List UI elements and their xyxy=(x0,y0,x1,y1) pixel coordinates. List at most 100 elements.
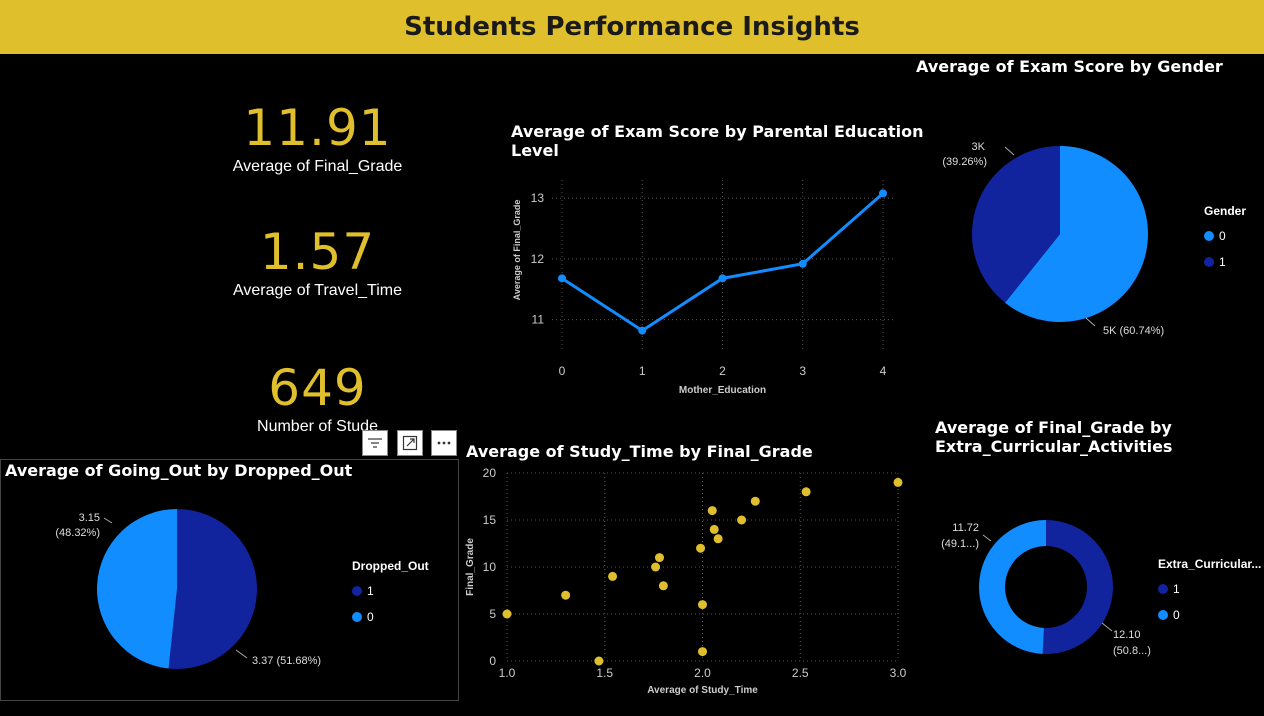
scatter-point xyxy=(502,609,512,619)
scatter-point xyxy=(654,553,664,563)
legend-label: 0 xyxy=(367,610,374,624)
filter-icon xyxy=(368,438,382,448)
kpi-label: Average of Travel_Time xyxy=(233,282,402,299)
kpi-card-final-grade[interactable]: 11.91 Average of Final_Grade xyxy=(210,100,425,176)
data-label: 12.10 xyxy=(1113,629,1141,641)
scatter-point xyxy=(608,571,618,581)
kpi-label: Average of Final_Grade xyxy=(232,158,403,175)
donut-slice xyxy=(978,520,1046,654)
data-point xyxy=(879,189,887,198)
legend-label: 1 xyxy=(1173,582,1180,596)
y-axis-label: Final_Grade xyxy=(465,538,476,596)
scatter-point xyxy=(696,543,706,553)
kpi-card-students[interactable]: 649 Number of Stude xyxy=(210,360,425,436)
y-tick-label: 15 xyxy=(483,513,497,527)
pie-slice xyxy=(1005,146,1148,322)
scatter-point xyxy=(698,647,707,657)
leader-line xyxy=(103,517,113,524)
legend-title: Dropped_Out xyxy=(352,559,429,573)
legend-marker xyxy=(352,612,362,622)
dropped-pie-title: Average of Going_Out by Dropped_Out xyxy=(5,461,353,480)
scatter-point xyxy=(713,534,723,544)
leader-line xyxy=(235,649,248,659)
scatter-point xyxy=(750,496,760,506)
extra-curricular-donut-chart[interactable]: 12.10 (50.8...) 11.72 (49.1...) Extra_Curric… xyxy=(930,505,1264,675)
data-label: (50.8...) xyxy=(1113,645,1151,657)
y-tick-label: 11 xyxy=(532,313,545,327)
legend-title: Extra_Curricular... xyxy=(1158,557,1261,571)
header-banner: Students Performance Insights xyxy=(0,0,1264,54)
scatter-point xyxy=(651,562,661,572)
pie-slice xyxy=(96,509,177,669)
data-label: 3K xyxy=(972,141,986,153)
title-line: Extra_Curricular_Activities xyxy=(935,437,1173,456)
x-tick-label: 2.5 xyxy=(792,666,809,680)
leader-line xyxy=(982,534,992,542)
page-title: Students Performance Insights xyxy=(404,12,860,42)
kpi-value: 11.91 xyxy=(243,99,392,157)
kpi-value: 649 xyxy=(268,359,367,417)
donut-title: Average of Final_Grade by Extra_Curricul… xyxy=(935,418,1172,456)
y-tick-label: 5 xyxy=(489,607,496,621)
scatter-chart[interactable]: 1.0 1.5 2.0 2.5 3.0 0 5 10 15 20 Average of Study_… xyxy=(460,462,910,702)
gender-pie-title: Average of Exam Score by Gender xyxy=(916,57,1223,76)
pie-slice xyxy=(168,509,257,669)
scatter-point xyxy=(698,600,707,610)
y-tick-label: 12 xyxy=(531,252,545,266)
y-tick-label: 0 xyxy=(489,654,496,668)
x-tick-label: 4 xyxy=(880,364,887,378)
leader-line xyxy=(1085,317,1096,327)
x-tick-label: 3 xyxy=(799,364,806,378)
kpi-label: Number of Stude xyxy=(257,418,378,435)
legend-label: 1 xyxy=(367,584,374,598)
scatter-point xyxy=(658,581,668,591)
more-icon xyxy=(437,441,451,445)
data-point xyxy=(638,326,647,335)
expand-icon xyxy=(402,435,418,451)
data-label: (39.26%) xyxy=(942,156,987,168)
data-label: (49.1...) xyxy=(941,538,979,550)
kpi-card-travel-time[interactable]: 1.57 Average of Travel_Time xyxy=(210,224,425,300)
data-point xyxy=(718,274,727,283)
scatter-point xyxy=(561,590,571,600)
data-label: 11.72 xyxy=(952,522,979,534)
y-tick-label: 10 xyxy=(483,560,497,574)
series-line xyxy=(561,192,884,333)
line-chart-title: Average of Exam Score by Parental Educat… xyxy=(511,122,924,160)
filter-button[interactable] xyxy=(362,430,388,456)
scatter-point xyxy=(709,524,719,534)
legend-marker xyxy=(1204,231,1214,241)
focus-mode-button[interactable] xyxy=(397,430,423,456)
scatter-point xyxy=(707,506,717,516)
dropped-out-pie-chart[interactable]: 3.37 (51.68%) 3.15 (48.32%) Dropped_Out 1 0 xyxy=(40,500,450,690)
legend-marker xyxy=(1158,584,1168,594)
y-tick-label: 20 xyxy=(483,466,497,480)
legend-marker xyxy=(352,586,362,596)
leader-line xyxy=(1004,146,1015,156)
data-label: 5K (60.74%) xyxy=(1103,325,1164,337)
x-tick-label: 0 xyxy=(559,364,566,378)
more-options-button[interactable] xyxy=(431,430,457,456)
y-axis-label: Average of Final_Grade xyxy=(512,200,522,301)
data-label: 3.15 xyxy=(79,512,100,524)
scatter-point xyxy=(594,656,604,666)
data-point xyxy=(558,274,566,283)
title-line: Level xyxy=(511,141,559,160)
pie-slice xyxy=(972,146,1060,303)
x-axis-label: Average of Study_Time xyxy=(647,685,758,696)
x-axis-label: Mother_Education xyxy=(679,385,766,396)
x-tick-label: 3.0 xyxy=(890,666,907,680)
legend-title: Gender xyxy=(1204,204,1246,218)
selected-visual-frame[interactable] xyxy=(0,459,459,701)
x-tick-label: 1.0 xyxy=(499,666,516,680)
leader-line xyxy=(1101,622,1113,632)
legend-label: 0 xyxy=(1219,229,1226,243)
data-label: 3.37 (51.68%) xyxy=(252,655,321,667)
x-tick-label: 1.5 xyxy=(596,666,613,680)
gender-pie-chart[interactable]: 5K (60.74%) 3K (39.26%) Gender 0 1 xyxy=(930,130,1264,345)
title-line: Average of Exam Score by Parental Educat… xyxy=(511,122,924,141)
scatter-point xyxy=(893,477,903,487)
legend-marker xyxy=(1158,610,1168,620)
donut-slice xyxy=(1042,520,1113,654)
